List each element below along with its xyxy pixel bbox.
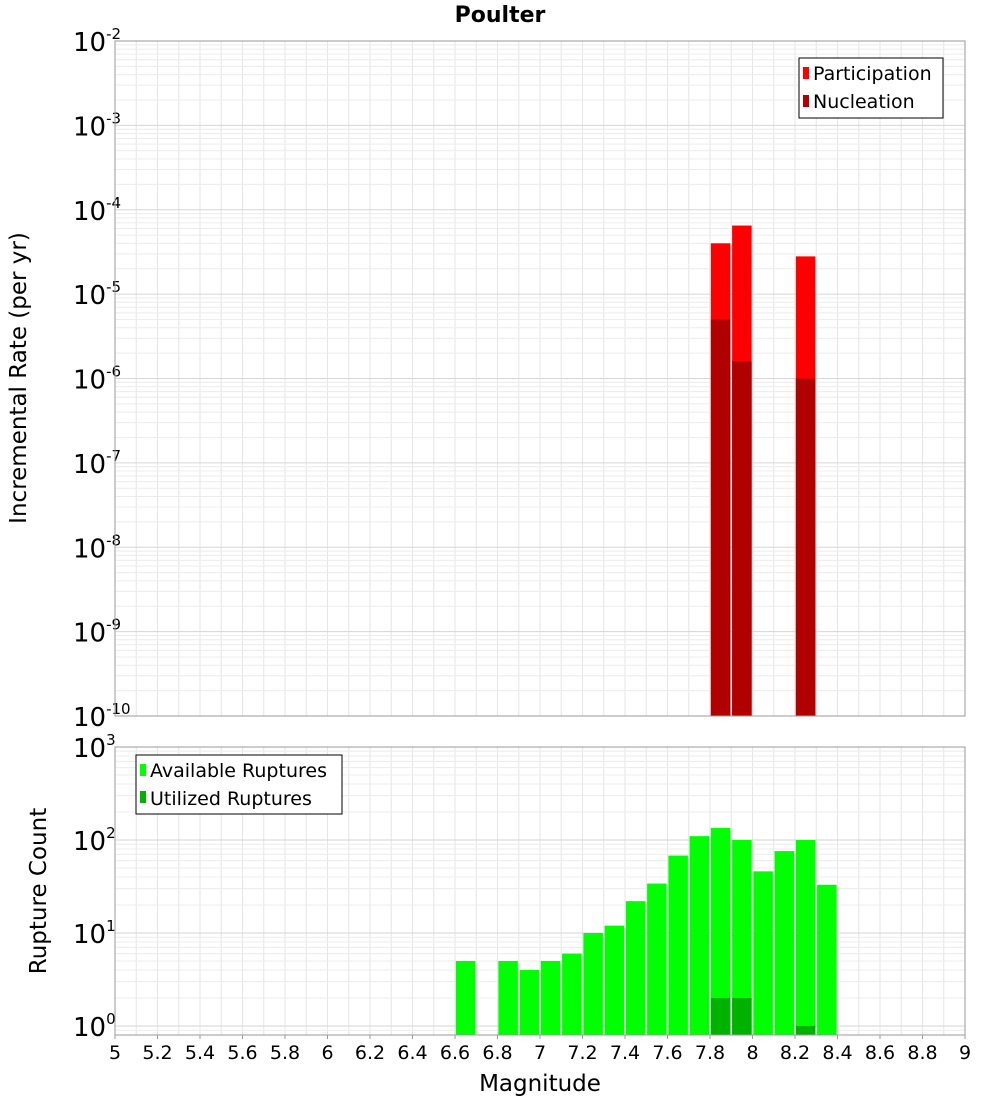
bottom-legend-box: [135, 754, 343, 815]
bar-available-ruptures: [455, 960, 476, 1035]
x-tick-label: 7.8: [695, 1042, 725, 1064]
top-plot-frame: [114, 40, 966, 717]
y-tick-exponent: -3: [106, 109, 121, 127]
available-ruptures-swatch: [140, 764, 146, 776]
x-tick-label: 6.2: [355, 1042, 385, 1064]
x-tick-label: 7.2: [567, 1042, 597, 1064]
x-tick-label: 8.8: [907, 1042, 937, 1064]
bar-available-ruptures: [519, 969, 540, 1035]
y-tick-exponent: -8: [106, 531, 121, 549]
participation-swatch: [803, 67, 809, 79]
y-tick-exponent: 1: [106, 917, 116, 935]
y-tick-label: 10-5: [73, 278, 121, 311]
x-tick-label: 6: [321, 1042, 333, 1064]
bar-available-ruptures: [604, 925, 625, 1035]
bar-utilized-ruptures: [710, 997, 731, 1035]
bottom-plot-bars: [455, 827, 837, 1035]
y-tick-exponent: -10: [106, 700, 131, 718]
y-tick-label: 10-9: [73, 616, 121, 649]
x-tick-label: 8.6: [865, 1042, 895, 1064]
top-y-axis-label: Incremental Rate (per yr): [6, 232, 32, 524]
x-axis-label: Magnitude: [479, 1071, 601, 1097]
y-tick-label: 103: [73, 731, 116, 764]
bar-utilized-ruptures: [732, 997, 752, 1035]
y-tick-label: 10-2: [73, 25, 121, 58]
utilized-ruptures-legend-label: Utilized Ruptures: [150, 788, 312, 810]
bar-nucleation: [795, 378, 816, 716]
y-tick-exponent: -4: [106, 194, 121, 212]
x-tick-label: 6.8: [482, 1042, 512, 1064]
bar-available-ruptures: [774, 851, 795, 1035]
top-plot-grid: [114, 41, 966, 717]
bottom-legend: Available Ruptures Utilized Ruptures: [135, 754, 343, 815]
nucleation-swatch: [803, 95, 809, 107]
x-tick-label: 9: [959, 1042, 971, 1064]
bar-utilized-ruptures: [795, 1025, 816, 1035]
x-tick-label: 7.6: [652, 1042, 682, 1064]
y-tick-exponent: -5: [106, 278, 121, 296]
bar-available-ruptures: [625, 901, 646, 1035]
y-tick-exponent: 3: [106, 731, 116, 749]
bar-available-ruptures: [583, 932, 603, 1035]
y-tick-exponent: -6: [106, 363, 121, 381]
x-tick-label: 7.4: [610, 1042, 640, 1064]
x-tick-label: 5.2: [142, 1042, 172, 1064]
y-tick-exponent: -7: [106, 447, 121, 465]
top-legend-box: [798, 57, 944, 119]
y-tick-label: 10-8: [73, 531, 121, 564]
y-tick-exponent: 2: [106, 824, 116, 842]
x-tick-label: 8: [746, 1042, 758, 1064]
bar-nucleation: [710, 319, 731, 716]
top-plot-bars: [710, 225, 816, 717]
x-tick-label: 5.8: [270, 1042, 300, 1064]
y-tick-label: 101: [73, 917, 116, 950]
y-tick-label: 102: [73, 824, 116, 857]
bottom-plot-frame: [114, 746, 966, 1036]
y-tick-label: 10-6: [73, 363, 121, 396]
bar-available-ruptures: [562, 953, 582, 1035]
bar-available-ruptures: [753, 871, 773, 1035]
top-legend: Participation Nucleation: [798, 57, 944, 119]
x-tick-label: 5.6: [227, 1042, 257, 1064]
y-tick-exponent: -2: [106, 25, 121, 43]
bar-available-ruptures: [689, 836, 710, 1035]
y-tick-exponent: -9: [106, 616, 121, 634]
x-tick-label: 5.4: [185, 1042, 215, 1064]
bar-available-ruptures: [795, 839, 816, 1035]
y-tick-label: 100: [73, 1010, 116, 1043]
bar-available-ruptures: [710, 827, 731, 1035]
bar-available-ruptures: [540, 960, 561, 1035]
y-tick-label: 10-4: [73, 194, 121, 227]
nucleation-legend-label: Nucleation: [813, 91, 915, 113]
y-tick-label: 10-7: [73, 447, 121, 480]
bar-available-ruptures: [668, 855, 688, 1035]
x-ticks: 5 5.2 5.4 5.6 5.8 6 6.2 6.4 6.6 6.8 7 7.2 7.4 7.6 7.8 8…: [109, 1035, 971, 1064]
bar-available-ruptures: [817, 884, 837, 1035]
bottom-y-axis-label: Rupture Count: [26, 808, 52, 974]
bar-available-ruptures: [732, 839, 752, 1035]
chart-title: Poulter: [455, 3, 546, 28]
bar-available-ruptures: [647, 883, 667, 1035]
x-tick-label: 8.2: [780, 1042, 810, 1064]
x-tick-label: 5: [109, 1042, 121, 1064]
x-tick-label: 7: [534, 1042, 546, 1064]
y-tick-label: 10-3: [73, 109, 121, 142]
x-tick-label: 8.4: [822, 1042, 852, 1064]
x-tick-label: 6.4: [397, 1042, 427, 1064]
participation-legend-label: Participation: [813, 63, 932, 85]
bar-nucleation: [732, 361, 752, 716]
utilized-ruptures-swatch: [140, 791, 146, 803]
available-ruptures-legend-label: Available Ruptures: [150, 760, 327, 782]
bar-available-ruptures: [498, 960, 518, 1035]
x-tick-label: 6.6: [440, 1042, 470, 1064]
y-tick-exponent: 0: [106, 1010, 116, 1028]
